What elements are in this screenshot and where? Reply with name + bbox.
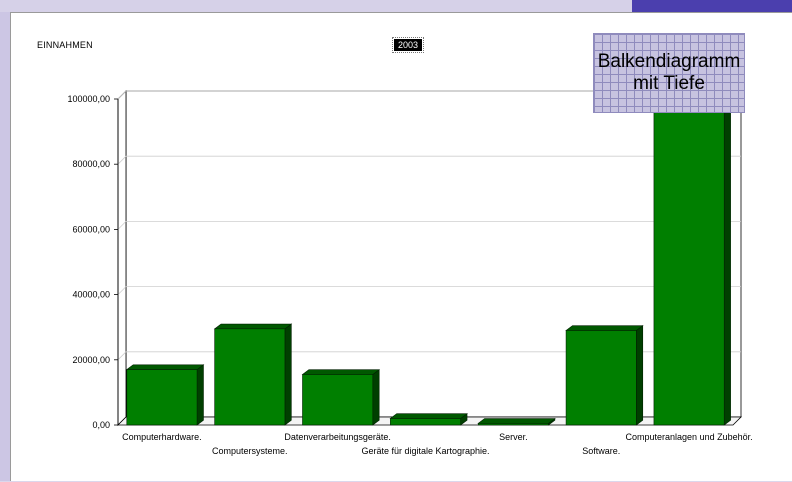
slide-corner-accent <box>632 0 792 14</box>
gridline-depth <box>117 351 127 361</box>
bar-top <box>389 413 468 419</box>
y-tick-label: 100000,00 <box>67 94 110 104</box>
gridline-depth <box>117 286 127 295</box>
gridline-depth <box>117 221 127 230</box>
bar-side <box>196 364 204 426</box>
y-tick-label: 0,00 <box>92 420 110 430</box>
bar-side <box>636 325 644 426</box>
bar <box>214 328 286 426</box>
bar <box>653 110 725 426</box>
y-tick-label: 20000,00 <box>72 355 110 365</box>
x-tick-label: Computersysteme. <box>212 446 288 456</box>
bar-side <box>372 369 380 426</box>
x-tick-label: Datenverarbeitungsgeräte. <box>284 432 391 442</box>
bar <box>477 423 549 426</box>
x-tick-label: Software. <box>582 446 620 456</box>
bar-side <box>284 323 292 426</box>
chart-type-label-line2: mit Tiefe <box>633 73 705 94</box>
y-tick-label: 60000,00 <box>72 224 110 234</box>
bar-top <box>125 364 205 370</box>
gridline-depth <box>117 155 127 165</box>
bar-top <box>213 323 293 330</box>
chart-type-label-box: Balkendiagramm mit Tiefe <box>593 33 745 113</box>
bar <box>565 330 637 426</box>
bar <box>390 418 461 426</box>
bar-chart: 0,00 20000,00 40000,00 60000,00 80000,00 1000… <box>67 90 753 456</box>
x-tick-label: Computeranlagen und Zubehör. <box>626 432 753 442</box>
chart-title: EINNAHMEN <box>37 40 93 50</box>
y-tick-label: 40000,00 <box>72 290 110 300</box>
bar-top <box>565 325 644 331</box>
bar-top <box>301 369 381 375</box>
chart-type-label-line1: Balkendiagramm <box>597 51 741 72</box>
x-tick-label: Server. <box>499 432 528 442</box>
x-tick-label: Geräte für digitale Kartographie. <box>361 446 489 456</box>
bar <box>302 374 374 426</box>
bar-side <box>723 105 731 426</box>
year-badge[interactable]: 2003 <box>391 37 425 53</box>
slide-left-margin <box>0 12 10 481</box>
x-tick-label: Computerhardware. <box>122 432 202 442</box>
plot-side-wall <box>117 90 127 426</box>
bar-top <box>477 418 556 424</box>
chart-panel: 0,00 20000,00 40000,00 60000,00 80000,00 1000… <box>10 12 792 481</box>
y-tick-label: 80000,00 <box>72 159 110 169</box>
gridline-depth <box>117 90 127 100</box>
bar <box>126 369 198 426</box>
